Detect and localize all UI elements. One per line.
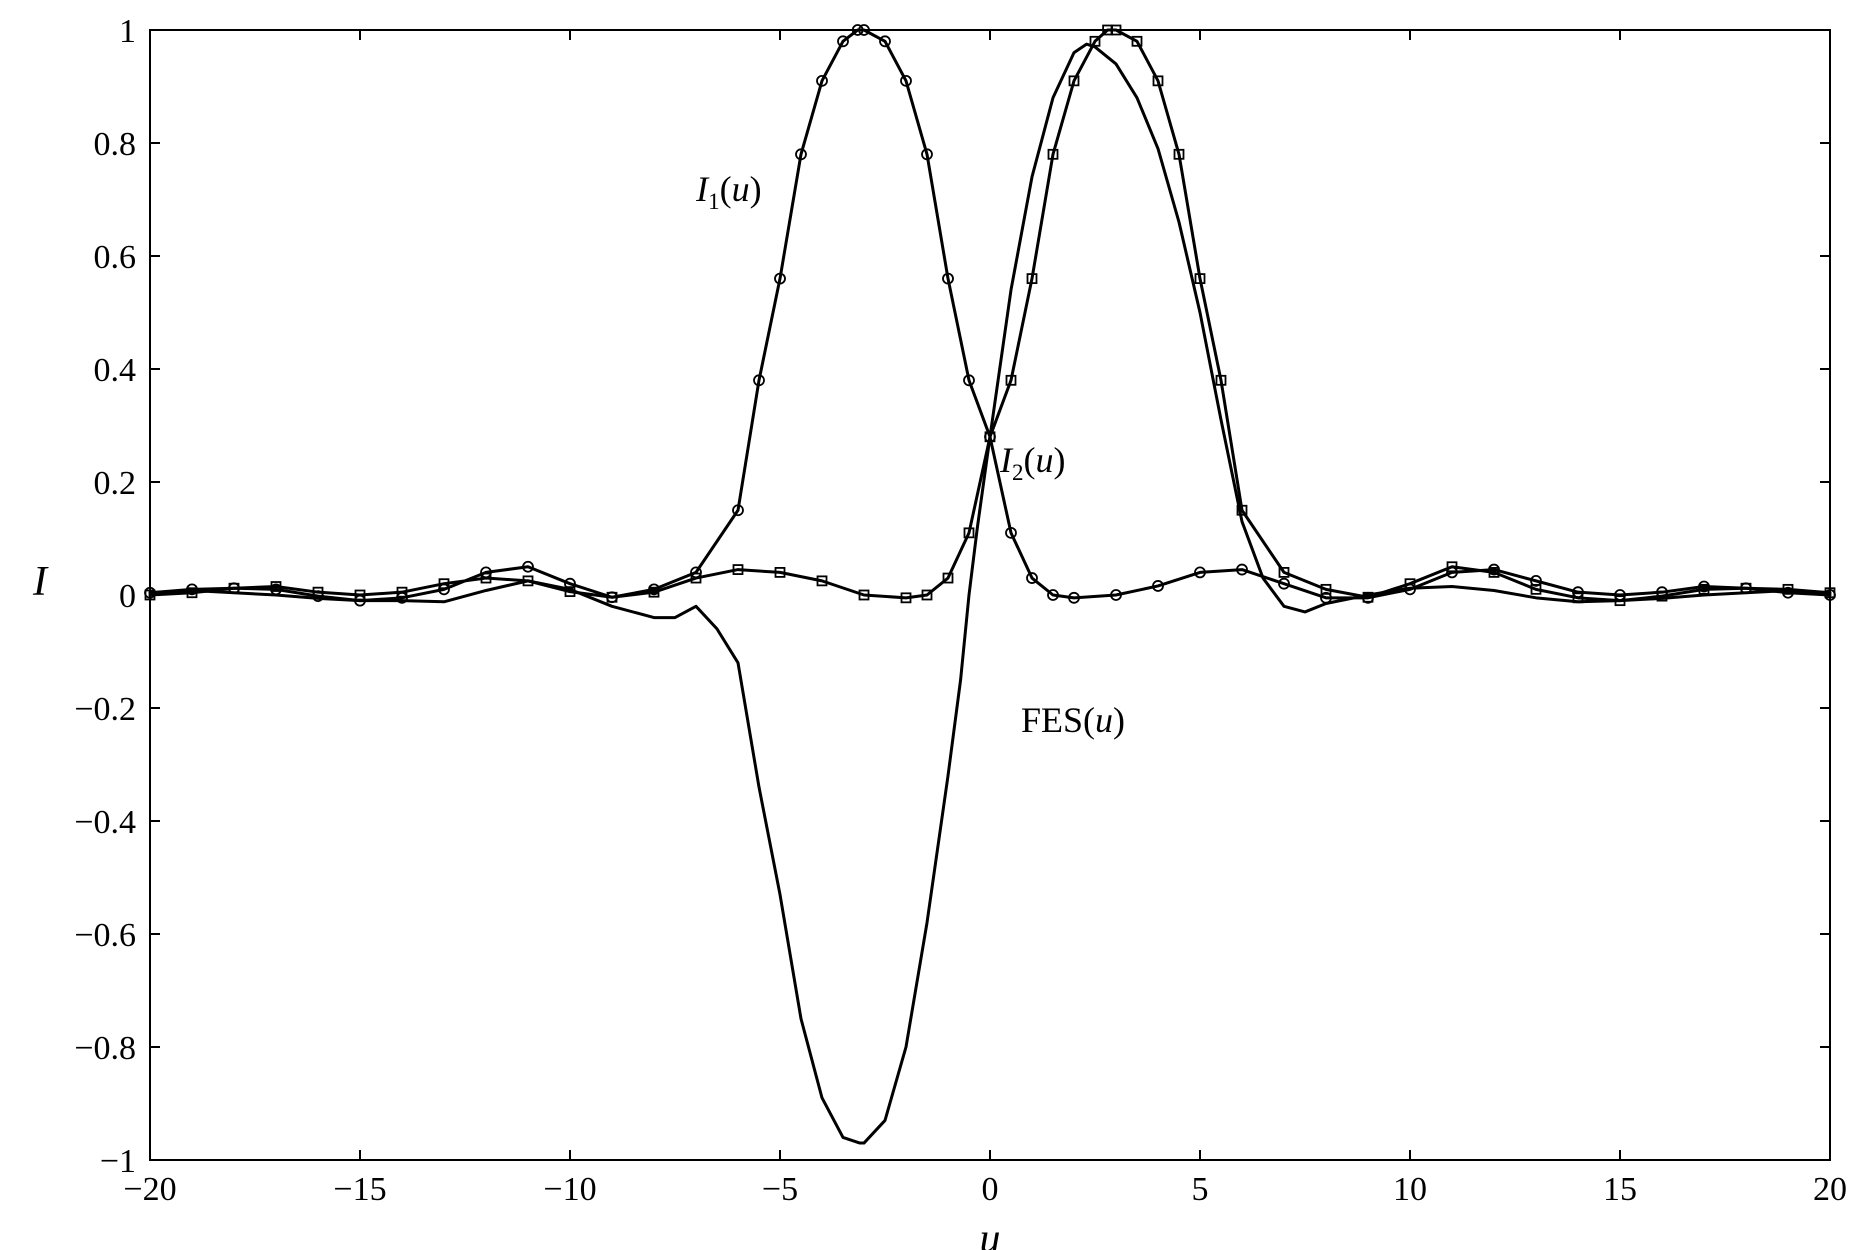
curve-annotation: I1(u) [695,169,762,214]
y-tick-label: 1 [119,13,136,50]
x-tick-label: 15 [1603,1171,1637,1208]
x-axis-label: u [980,1216,1001,1250]
chart-container: −20−15−10−505101520−1−0.8−0.6−0.4−0.200.… [0,0,1872,1250]
x-tick-label: 20 [1813,1171,1847,1208]
x-tick-label: −15 [333,1171,386,1208]
y-axis-label: I [32,559,49,605]
x-tick-label: 10 [1393,1171,1427,1208]
chart-background [0,0,1872,1250]
x-tick-label: 5 [1192,1171,1209,1208]
y-tick-label: 0.6 [94,239,137,276]
y-tick-label: −1 [100,1143,136,1180]
y-tick-label: −0.4 [74,804,136,841]
curve-annotation: I2(u) [999,440,1066,485]
curve-annotation: FES(u) [1021,700,1125,740]
y-tick-label: −0.8 [74,1030,136,1067]
y-tick-label: −0.2 [74,691,136,728]
y-tick-label: 0 [119,578,136,615]
chart-svg: −20−15−10−505101520−1−0.8−0.6−0.4−0.200.… [0,0,1872,1250]
y-tick-label: 0.2 [94,465,137,502]
x-tick-label: −5 [762,1171,798,1208]
y-tick-label: 0.4 [94,352,137,389]
x-tick-label: 0 [982,1171,999,1208]
x-tick-label: −10 [543,1171,596,1208]
y-tick-label: −0.6 [74,917,136,954]
y-tick-label: 0.8 [94,126,137,163]
